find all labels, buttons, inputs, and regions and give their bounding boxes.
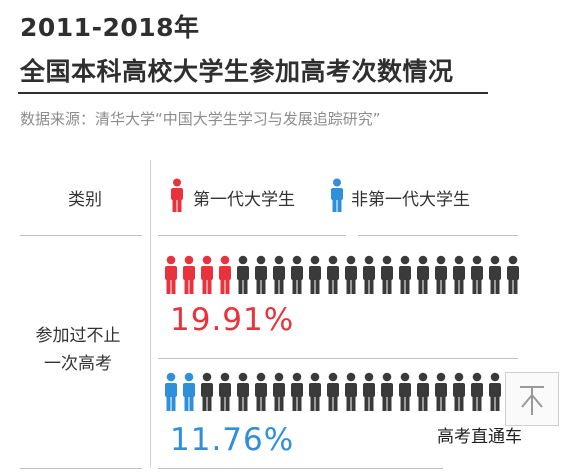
table-divider [20, 235, 142, 236]
person-icon [435, 372, 447, 411]
watermark-text: 高考直通车 [437, 427, 522, 447]
person-icon [381, 255, 393, 294]
person-icon [237, 255, 249, 294]
pictogram-row-non-first-gen [163, 372, 523, 412]
table-column-divider [150, 160, 151, 468]
person-icon-highlighted [183, 255, 195, 294]
table-divider [358, 235, 518, 236]
table-divider [158, 358, 518, 359]
person-icon [219, 372, 231, 411]
table-divider [20, 468, 142, 469]
person-icon-highlighted [165, 255, 177, 294]
person-icon [381, 372, 393, 411]
person-icon [255, 372, 267, 411]
legend-person-icon-non-first-gen [331, 178, 343, 212]
logo-icon [505, 372, 559, 426]
person-icon [471, 255, 483, 294]
person-icon [255, 255, 267, 294]
chart-title-line2: 全国本科高校大学生参加高考次数情况 [20, 57, 454, 86]
person-icon [291, 372, 303, 411]
data-label-first-gen: 19.91% [170, 302, 295, 338]
row-label-line1: 参加过不止 [35, 326, 121, 346]
person-icon [363, 255, 375, 294]
category-header: 类别 [68, 190, 102, 210]
pictogram-row-first-gen [163, 255, 523, 295]
person-icon [201, 372, 213, 411]
person-icon [363, 372, 375, 411]
person-icon [417, 255, 429, 294]
row-label: 参加过不止 一次高考 [10, 322, 146, 378]
person-icon [345, 372, 357, 411]
person-icon-highlighted [219, 255, 231, 294]
person-icon [273, 255, 285, 294]
person-icon [345, 255, 357, 294]
row-label-line2: 一次高考 [44, 354, 112, 374]
legend-label-non-first-gen: 非第一代大学生 [351, 190, 470, 210]
legend-person-icon-first-gen [171, 178, 183, 212]
person-icon [417, 372, 429, 411]
chart-title-line1: 2011-2018年 [20, 13, 200, 42]
person-icon [399, 372, 411, 411]
person-icon [273, 372, 285, 411]
person-icon [291, 255, 303, 294]
table-divider [158, 235, 346, 236]
person-icon [435, 255, 447, 294]
person-icon [327, 372, 339, 411]
person-icon [507, 255, 519, 294]
data-label-non-first-gen: 11.76% [170, 422, 295, 458]
title-divider [18, 92, 488, 94]
table-divider [158, 468, 443, 469]
person-icon-highlighted [201, 255, 213, 294]
person-icon [453, 372, 465, 411]
person-icon-highlighted [183, 372, 195, 411]
person-icon [489, 255, 501, 294]
data-source-note: 数据来源：清华大学“中国大学生学习与发展追踪研究” [20, 110, 381, 128]
person-icon [471, 372, 483, 411]
person-icon [399, 255, 411, 294]
person-icon [453, 255, 465, 294]
person-icon [327, 255, 339, 294]
legend-label-first-gen: 第一代大学生 [193, 190, 295, 210]
person-icon [309, 255, 321, 294]
person-icon [489, 372, 501, 411]
person-icon-highlighted [165, 372, 177, 411]
person-icon [309, 372, 321, 411]
person-icon [237, 372, 249, 411]
